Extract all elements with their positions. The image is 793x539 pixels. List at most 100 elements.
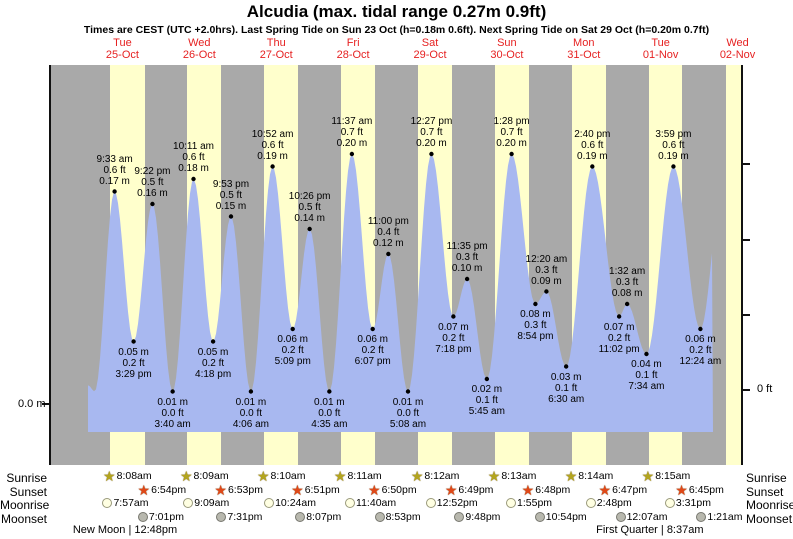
sunrise-star-icon: ★ xyxy=(256,468,270,485)
tide-extreme-dot xyxy=(210,339,216,344)
sunset-marker: ★6:48pm xyxy=(521,481,571,498)
sunrise-marker: ★8:10am xyxy=(256,468,306,485)
high-tide-label: 11:37 am 0.7 ft 0.20 m xyxy=(331,116,373,149)
page-title: Alcudia (max. tidal range 0.27m 0.9ft) xyxy=(246,2,547,21)
y-axis-right-zero-label: 0 ft xyxy=(757,383,773,395)
plot-area xyxy=(50,65,742,465)
tide-extreme-dot xyxy=(590,164,595,169)
tide-extreme-dot xyxy=(563,364,569,369)
tide-curve-svg xyxy=(88,151,713,432)
moonset-marker: 7:01pm xyxy=(137,511,184,523)
moonrise-circle-icon xyxy=(345,498,356,509)
moonrise-circle-icon xyxy=(183,498,194,509)
sunset-star-icon: ★ xyxy=(368,481,381,498)
sunset-star-icon: ★ xyxy=(137,481,151,498)
sunrise-marker: ★8:12am xyxy=(411,469,460,483)
moonset-marker: 10:54pm xyxy=(534,510,587,523)
tide-extreme-dot xyxy=(405,389,411,394)
tide-extreme-dot xyxy=(533,301,538,307)
moonset-circle-icon xyxy=(615,511,626,522)
moonrise-marker: 7:57am xyxy=(102,497,149,509)
left-axis-tick xyxy=(42,403,49,405)
sunset-star-icon: ★ xyxy=(291,481,304,498)
tide-extreme-dot xyxy=(270,164,275,169)
sunset-time: 6:53pm xyxy=(227,483,263,496)
high-tide-label: 10:11 am 0.6 ft 0.18 m xyxy=(173,141,214,174)
moonrise-circle-icon xyxy=(664,498,675,509)
high-tide-label: 9:33 am 0.6 ft 0.17 m xyxy=(96,153,133,187)
sunrise-time: 8:11am xyxy=(347,470,382,482)
sunset-star-icon: ★ xyxy=(598,481,612,498)
tide-extreme-dot xyxy=(327,389,332,394)
moonset-time: 7:31pm xyxy=(227,510,263,523)
astro-row-label-right: Moonset xyxy=(746,511,793,526)
sunset-star-icon: ★ xyxy=(521,481,535,498)
moonrise-time: 11:40am xyxy=(356,497,397,509)
tide-extreme-dot xyxy=(307,226,312,232)
tide-extreme-dot xyxy=(349,151,355,157)
moonrise-marker: 3:31pm xyxy=(664,497,711,509)
sunrise-time: 8:08am xyxy=(116,470,152,482)
sunrise-star-icon: ★ xyxy=(641,468,655,485)
tide-extreme-dot xyxy=(290,326,295,332)
sunrise-star-icon: ★ xyxy=(564,468,578,485)
sunset-marker: ★6:49pm xyxy=(445,483,494,497)
high-tide-label: 9:22 pm 0.5 ft 0.16 m xyxy=(134,166,171,199)
day-label: Wed 26-Oct xyxy=(182,37,216,61)
astro-row-label-right: Sunrise xyxy=(746,471,787,485)
tide-area xyxy=(88,154,713,432)
low-tide-label: 0.06 m 0.2 ft 12:24 am xyxy=(679,334,722,367)
moonset-time: 1:21am xyxy=(707,510,743,523)
sunset-time: 6:47pm xyxy=(612,483,648,496)
high-tide-label: 11:35 pm 0.3 ft 0.10 m xyxy=(446,241,488,274)
moonrise-circle-icon xyxy=(585,498,596,509)
high-tide-label: 10:26 pm 0.5 ft 0.14 m xyxy=(288,191,331,224)
moonset-marker: 8:53pm xyxy=(374,510,421,523)
low-tide-label: 0.01 m 0.0 ft 4:06 am xyxy=(232,396,269,430)
low-tide-label: 0.01 m 0.0 ft 3:40 am xyxy=(154,396,191,430)
day-label: Tue 25-Oct xyxy=(105,37,139,61)
moonrise-time: 9:09am xyxy=(194,497,230,509)
sunrise-time: 8:09am xyxy=(193,470,229,482)
moonrise-marker: 11:40am xyxy=(345,497,396,509)
low-tide-label: 0.07 m 0.2 ft 7:18 pm xyxy=(435,321,472,355)
high-tide-label: 9:53 pm 0.5 ft 0.15 m xyxy=(212,178,250,212)
moon-phase-label: First Quarter | 8:37am xyxy=(596,524,704,536)
tide-extreme-dot xyxy=(386,251,391,257)
sunrise-time: 8:14am xyxy=(578,470,614,482)
sunrise-marker: ★8:11am xyxy=(334,469,382,483)
moonrise-marker: 9:09am xyxy=(183,497,229,509)
plot-left-border xyxy=(49,65,51,465)
low-tide-label: 0.06 m 0.2 ft 6:07 pm xyxy=(354,334,391,367)
sunrise-marker: ★8:09am xyxy=(180,469,229,483)
y-axis-left-zero-label: 0.0 m xyxy=(18,398,46,410)
sunset-marker: ★6:54pm xyxy=(137,481,187,498)
tide-extreme-dot xyxy=(228,214,234,219)
tide-extreme-dot xyxy=(464,276,470,282)
sunset-time: 6:50pm xyxy=(381,483,417,496)
high-tide-label: 10:52 am 0.6 ft 0.19 m xyxy=(251,128,294,162)
low-tide-label: 0.07 m 0.2 ft 11:02 pm xyxy=(598,321,640,355)
sunset-time: 6:51pm xyxy=(304,483,340,496)
low-tide-label: 0.04 m 0.1 ft 7:34 am xyxy=(628,359,665,392)
moonrise-time: 7:57am xyxy=(113,497,149,509)
sunset-time: 6:48pm xyxy=(535,483,571,496)
moonset-time: 8:53pm xyxy=(385,510,421,523)
sunset-time: 6:45pm xyxy=(688,483,724,496)
sunset-time: 6:49pm xyxy=(458,483,494,496)
tide-extreme-dot xyxy=(671,164,676,169)
moonset-time: 10:54pm xyxy=(545,510,587,523)
high-tide-label: 1:28 pm 0.7 ft 0.20 m xyxy=(493,116,530,149)
sunset-star-icon: ★ xyxy=(214,481,227,498)
sunset-time: 6:54pm xyxy=(151,483,187,496)
sunrise-star-icon: ★ xyxy=(487,468,501,485)
right-axis-tick xyxy=(743,389,750,391)
astro-row-label-left: Sunset xyxy=(9,484,47,499)
tide-extreme-dot xyxy=(170,389,175,394)
high-tide-label: 2:40 pm 0.6 ft 0.19 m xyxy=(574,128,611,162)
sunrise-time: 8:15am xyxy=(655,470,691,482)
moonrise-marker: 2:48pm xyxy=(585,497,632,509)
tide-extreme-dot xyxy=(644,351,649,357)
moonset-circle-icon xyxy=(137,511,148,522)
moonset-marker: 8:07pm xyxy=(295,511,341,523)
